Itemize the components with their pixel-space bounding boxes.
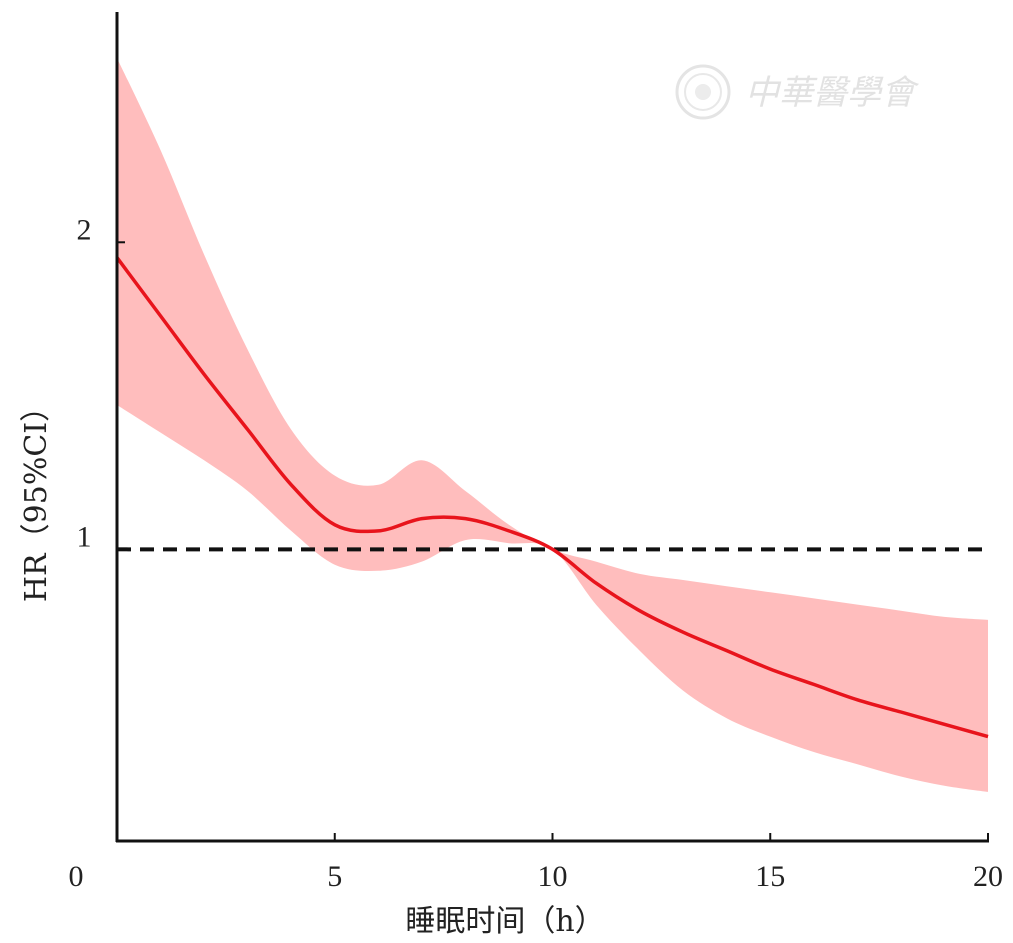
ci-band-area	[117, 58, 988, 792]
hr-line	[115, 256, 989, 739]
y-ticks: 12	[77, 213, 125, 553]
watermark-seal-icon	[675, 64, 731, 120]
watermark-text: 中華醫學會	[745, 73, 920, 113]
x-tick-label: 15	[755, 860, 785, 893]
x-ticks: 0 5 10 15 20	[69, 833, 1003, 893]
x-axis-title: 睡眠时间（h）	[405, 904, 604, 939]
watermark: 中華醫學會	[675, 64, 920, 120]
confidence-band	[117, 58, 988, 792]
x-tick-label: 10	[538, 860, 568, 893]
y-tick-label: 2	[77, 213, 92, 246]
y-axis-title: HR（95%CI）	[19, 392, 54, 602]
y-tick-label: 1	[77, 520, 92, 553]
x-tick-label: 20	[973, 860, 1003, 893]
x-tick-label: 0	[69, 860, 84, 893]
x-tick-label: 5	[327, 860, 342, 893]
